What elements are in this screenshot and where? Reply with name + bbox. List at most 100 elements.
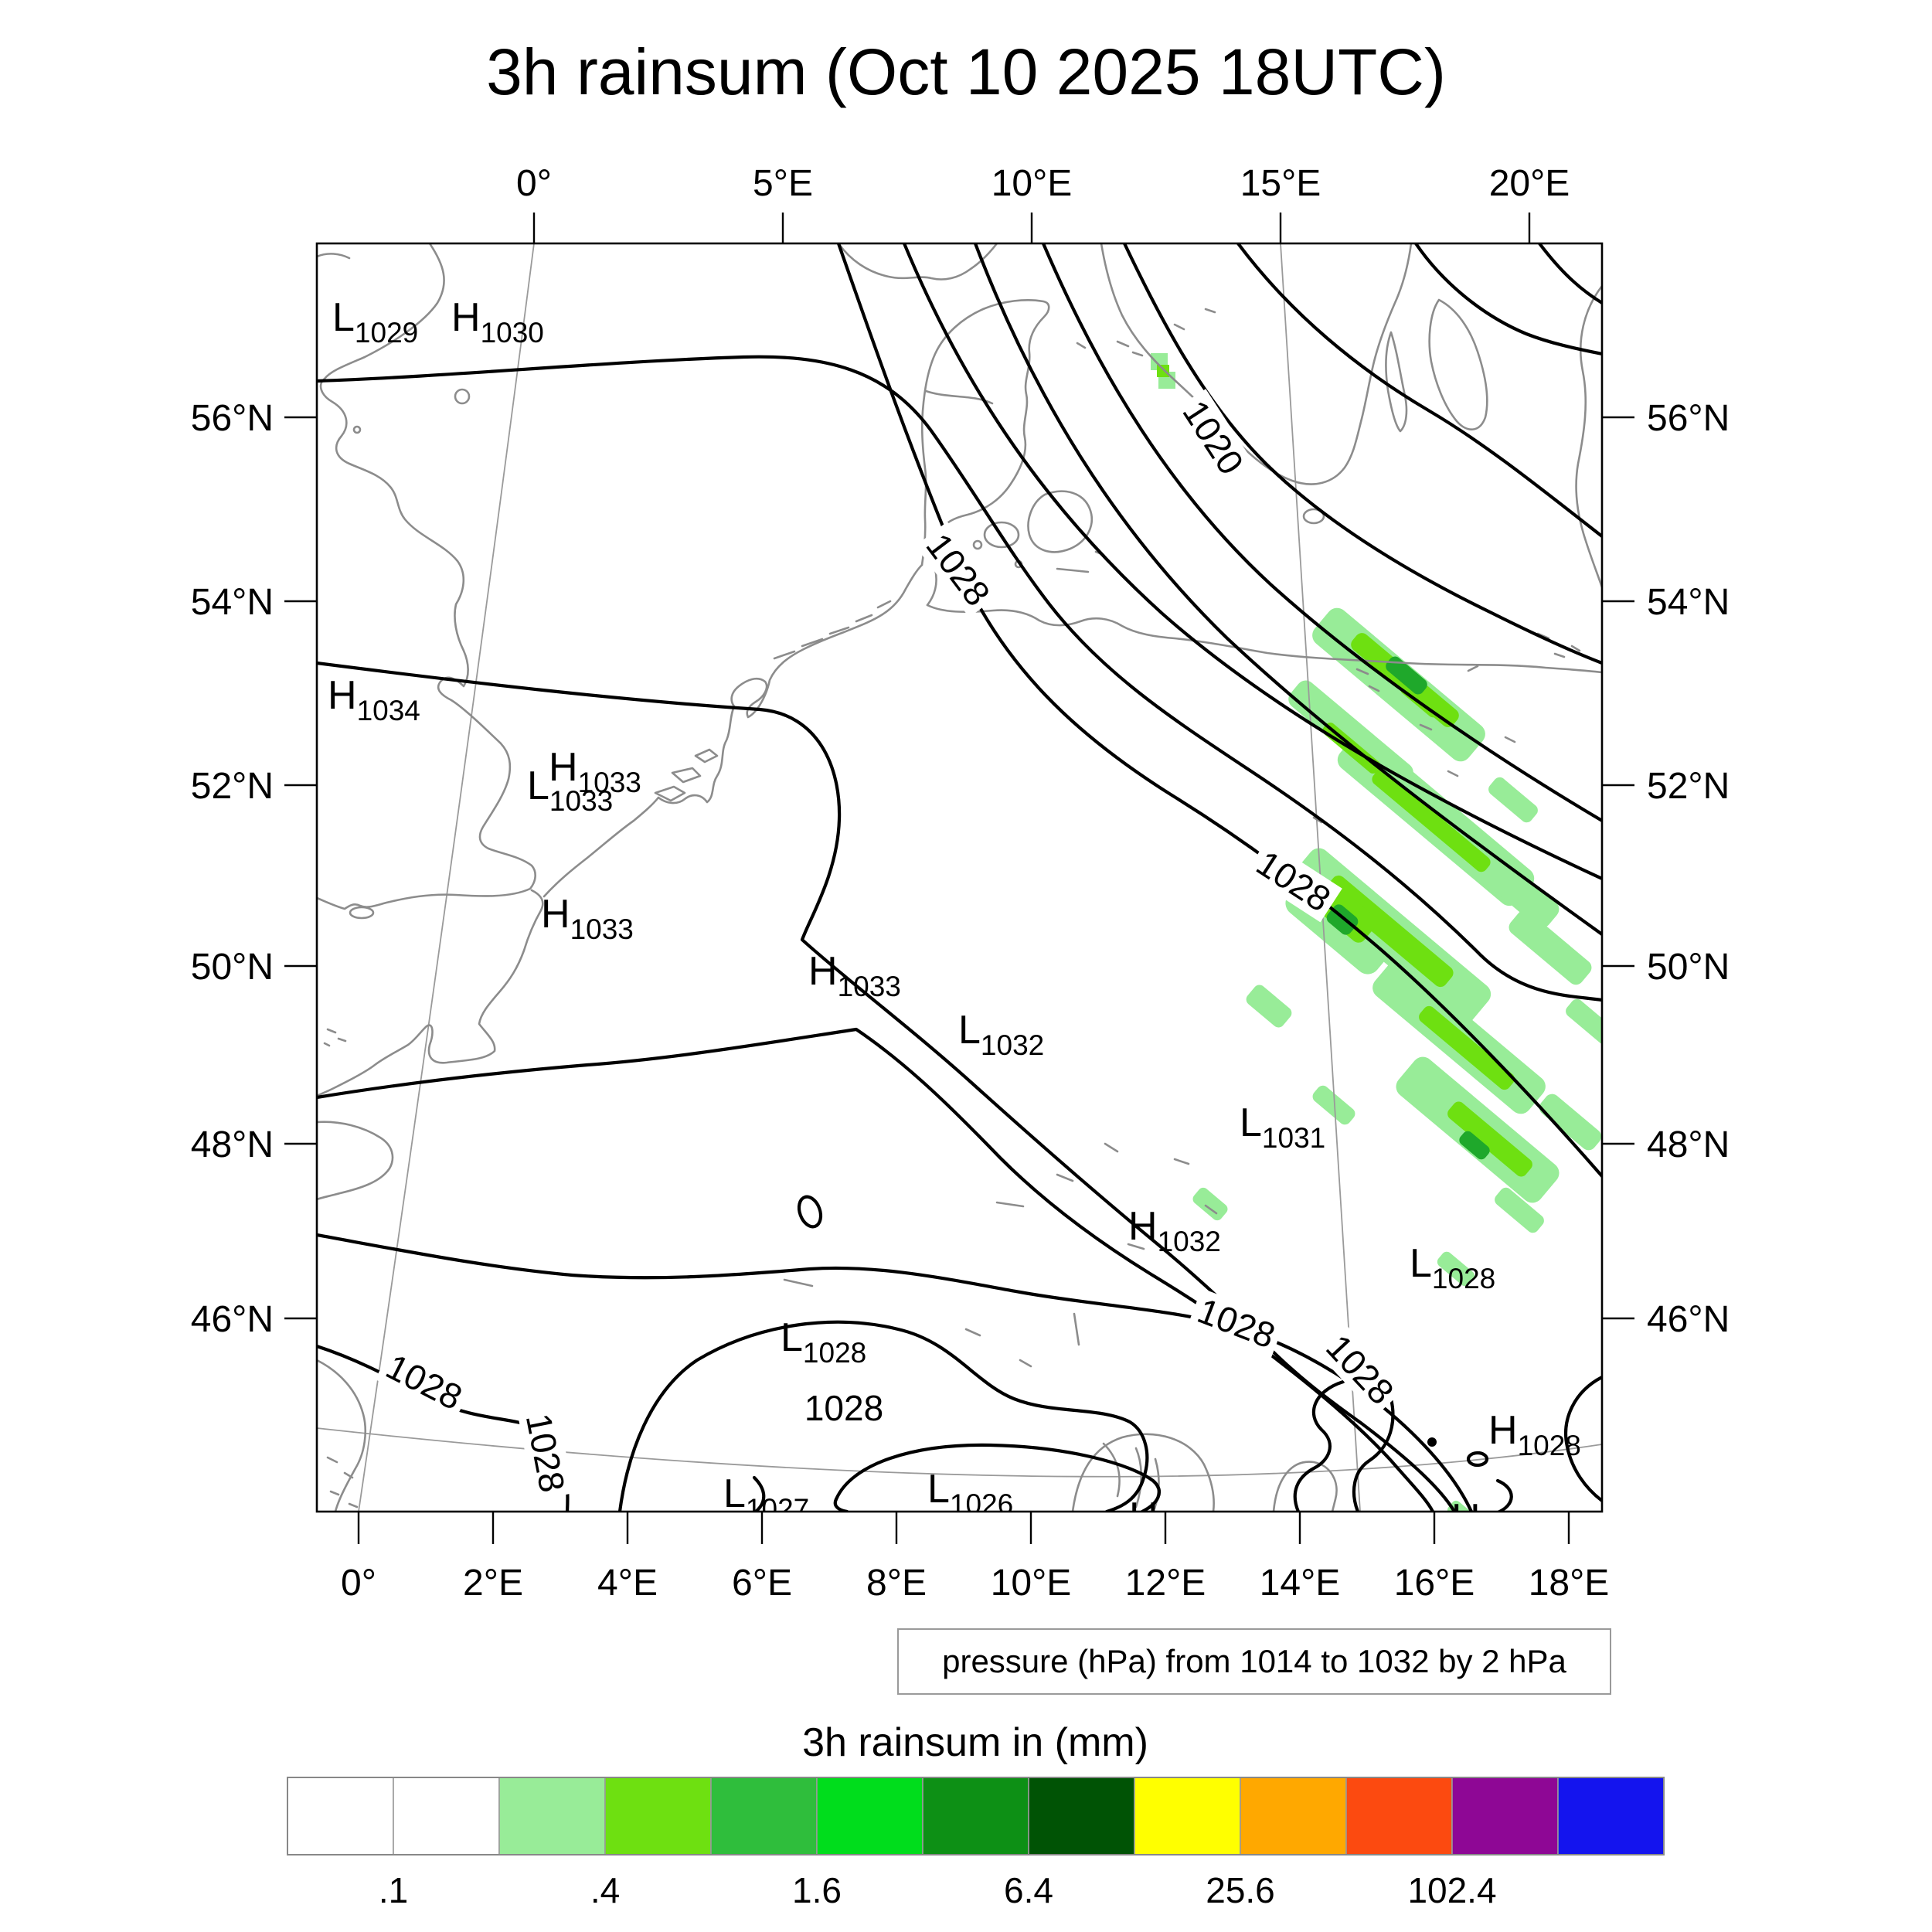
bottom-axis-label: 6°E [732, 1563, 792, 1604]
pressure-legend-text: pressure (hPa) from 1014 to 1032 by 2 hP… [942, 1643, 1566, 1679]
isobar [973, 243, 1602, 937]
isobar-small-closed [797, 1195, 823, 1229]
pressure-center-value: 1028 [1432, 1263, 1495, 1294]
contour-label-mask [375, 1343, 474, 1420]
pressure-legend-box [897, 1628, 1611, 1695]
pressure-center-low: L1029 [332, 295, 418, 349]
coastline-islet [352, 425, 362, 434]
coastline-scotland-corner [317, 253, 351, 260]
isobar [1537, 243, 1602, 305]
figure-title: 3h rainsum (Oct 10 2025 18UTC) [486, 36, 1446, 108]
pressure-center-value: 1029 [355, 317, 418, 349]
coastline-baltic-german-polish [926, 604, 1602, 674]
pressure-center-value: 1033 [570, 913, 634, 945]
pressure-center-low: L1027 [723, 1471, 809, 1525]
pressure-center-value: 1026 [950, 1488, 1013, 1520]
coastline-zeeland-islands [654, 748, 719, 802]
colorbar-cell [1028, 1777, 1135, 1855]
rain-cell [1509, 910, 1592, 985]
colorbar-cell [1134, 1777, 1241, 1855]
coastline-islet [454, 388, 471, 405]
coastline-bornholm [1302, 508, 1325, 525]
colorbar-cell [287, 1777, 394, 1855]
colorbar-cell [1240, 1777, 1347, 1855]
top-axis-label: 15°E [1240, 163, 1321, 204]
pressure-center-value: 1032 [1158, 1226, 1221, 1257]
rain-cell [1192, 1187, 1228, 1221]
contour-label-mask [1187, 1287, 1286, 1359]
left-axis-label: 46°N [191, 1299, 274, 1340]
rain-cell [1447, 1500, 1474, 1512]
rain-cell-intense [1372, 769, 1491, 872]
isobar [317, 355, 1602, 1002]
bottom-axis-label: 4°E [597, 1563, 658, 1604]
bottom-axis-label: 18°E [1529, 1563, 1610, 1604]
colorbar-cell [393, 1777, 500, 1855]
isobar-fragment [833, 1497, 849, 1512]
contour-label-mask [517, 1405, 574, 1501]
pressure-center-value: 1031 [1262, 1122, 1325, 1154]
coastline-po-delta [1071, 1433, 1215, 1512]
map-frame [315, 242, 1604, 1513]
colorbar-cell [816, 1777, 923, 1855]
rain-cell-intense [1419, 1005, 1515, 1090]
bottom-axis-label: 12°E [1125, 1563, 1206, 1604]
isobar-1020 [1122, 243, 1602, 665]
top-axis-label: 10°E [992, 163, 1073, 204]
coastline-gotland [1428, 298, 1488, 430]
colorbar-tick-label: 102.4 [1407, 1870, 1496, 1910]
rain-cell-intense [1157, 365, 1169, 377]
pressure-center-high: H1030 [451, 295, 544, 349]
coastline-sweden-west-skane [1100, 243, 1413, 485]
isobar-fragment [1293, 1379, 1345, 1512]
contour-value-label: 1028 [1192, 1290, 1281, 1355]
contour-label-mask [1172, 389, 1255, 486]
colorbar-title: 3h rainsum in (mm) [802, 1720, 1148, 1765]
pressure-center-value: 1033 [838, 971, 901, 1002]
pressure-center-high: H1026 [1129, 1495, 1222, 1548]
colorbar-cell [922, 1777, 1029, 1855]
contour-label-mask [1245, 839, 1342, 923]
isobar-small-closed [1466, 1451, 1489, 1468]
coastline-france-channel [317, 889, 544, 1097]
isobar-closed-low [834, 1443, 1161, 1512]
rain-cell [1437, 1251, 1475, 1287]
colorbar-cell [1451, 1777, 1559, 1855]
rain-cell-heavy [1386, 656, 1427, 695]
top-axis-label: 0° [516, 163, 552, 204]
contour-label-group: 1028 [799, 1388, 889, 1428]
rain-cell [1566, 998, 1602, 1045]
isobar-fragment [752, 1475, 766, 1512]
isobar-closed-low [617, 1320, 1149, 1512]
bottom-axis-label: 2°E [463, 1563, 523, 1604]
top-axis-label: 5°E [753, 163, 813, 204]
colorbar: .1 .4 1.6 6.4 25.6 102.4 [287, 1777, 1665, 1910]
pressure-center-low: L1026 [927, 1467, 1013, 1520]
colorbar-cell [604, 1777, 712, 1855]
coastline-fyn [983, 521, 1020, 549]
rain-cell [1312, 1085, 1355, 1125]
bottom-axis-label: 0° [341, 1563, 376, 1604]
contour-label-group: 1028 [517, 1405, 574, 1501]
colorbar-tick-label: .1 [379, 1870, 408, 1910]
coastline-alpine-lakes [783, 1142, 1218, 1368]
pressure-contour-layer [317, 243, 1602, 1512]
right-axis-label: 54°N [1647, 582, 1730, 623]
pressure-center-high: H1033 [808, 949, 901, 1002]
coastline-baltic-specks [1076, 308, 1581, 824]
right-axis-label: 46°N [1647, 1299, 1730, 1340]
pressure-center-low: L1031 [1240, 1100, 1325, 1154]
rain-cell [1246, 985, 1292, 1028]
pressure-center-value: 1030 [481, 317, 544, 349]
pressure-center-value: 1027 [746, 1493, 809, 1525]
right-axis-label: 50°N [1647, 947, 1730, 988]
contour-label-mask [915, 522, 1002, 617]
isobar-dot [1427, 1437, 1437, 1447]
graticule-parallel-45n [317, 1427, 1602, 1478]
left-axis-label: 54°N [191, 582, 274, 623]
rain-cell [1488, 777, 1538, 823]
contour-value-label: 1028 [804, 1388, 883, 1428]
coastline-islet [972, 539, 983, 550]
coastline-zealand [1027, 490, 1094, 553]
